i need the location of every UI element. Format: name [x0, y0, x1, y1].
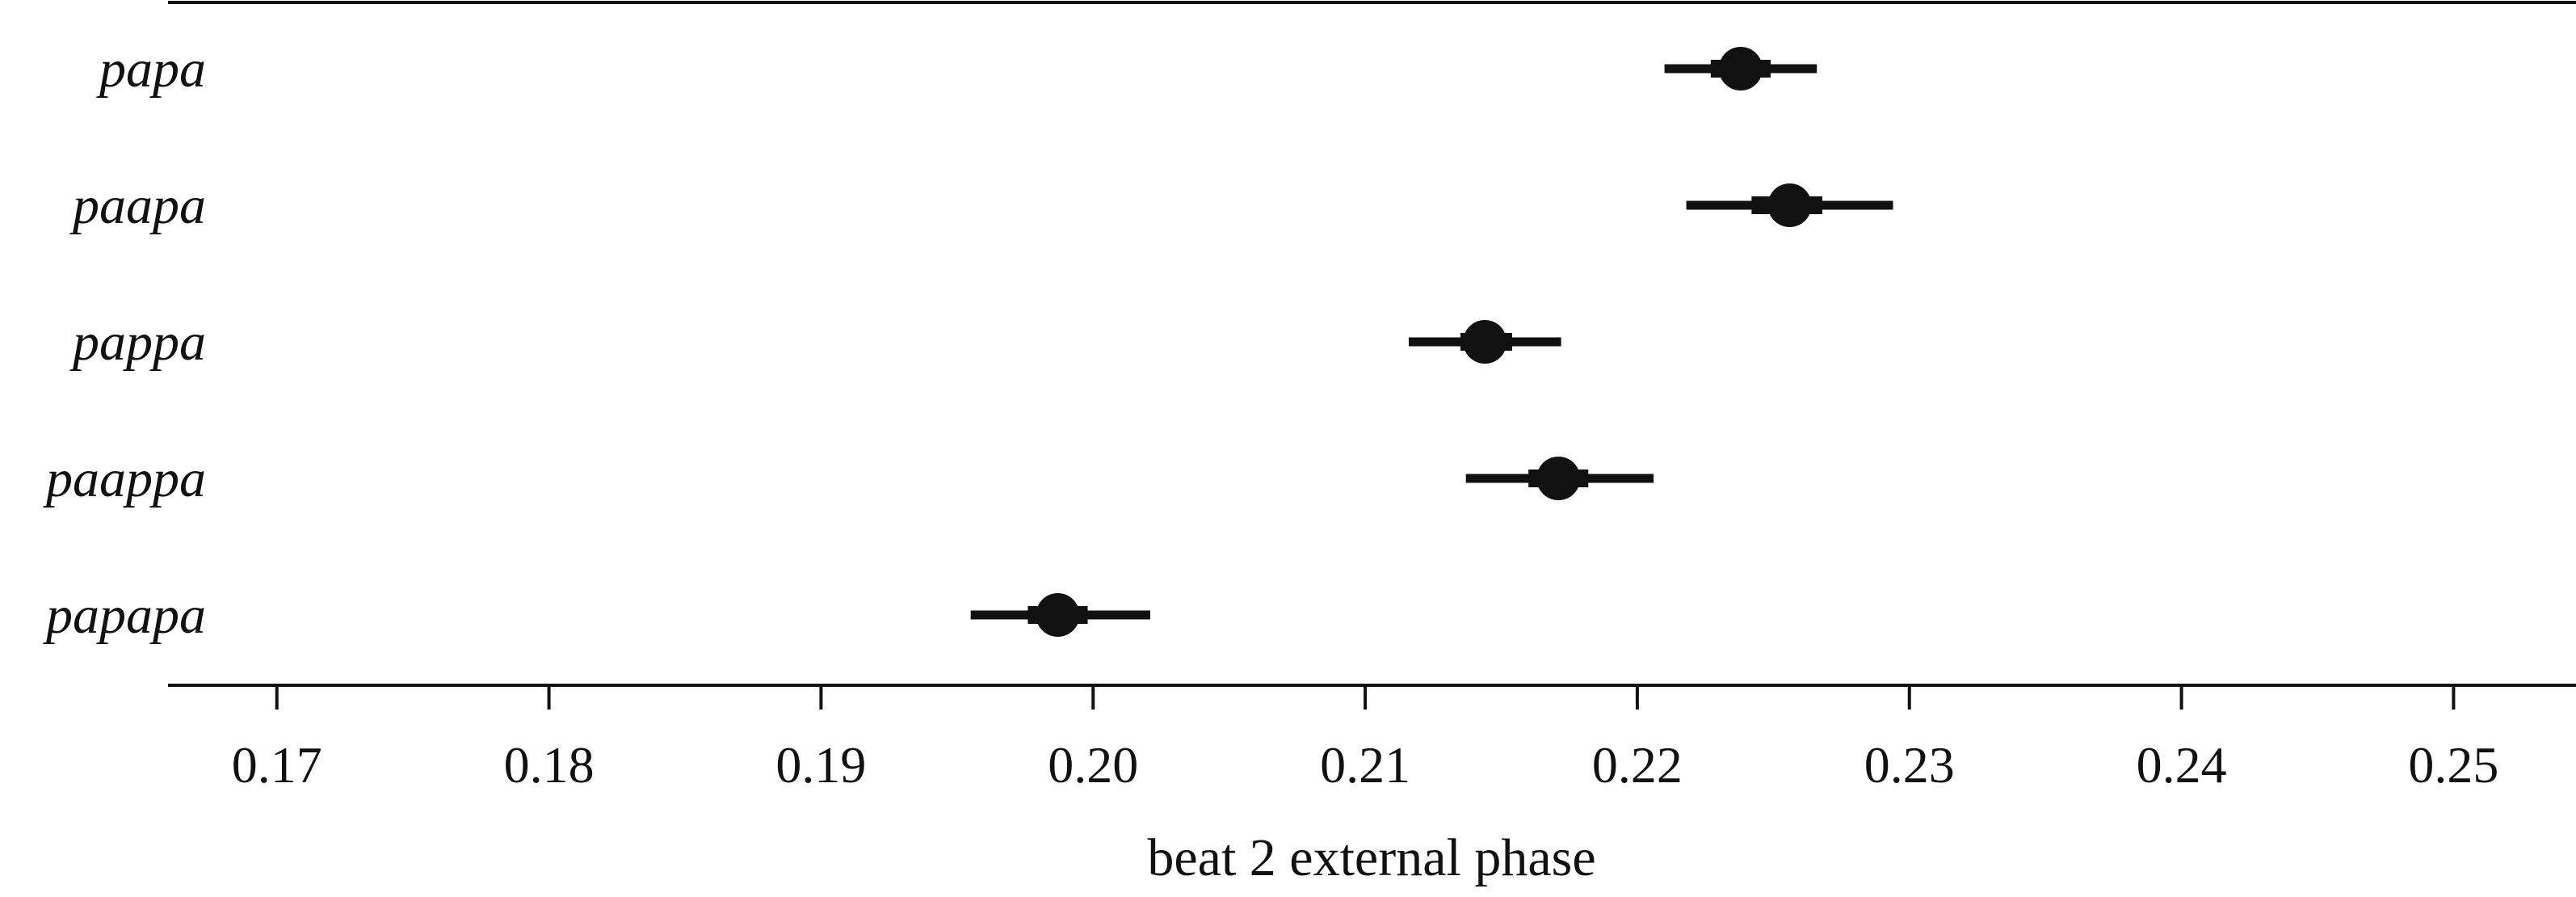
estimate-point	[1718, 47, 1763, 91]
estimate-point	[1463, 320, 1507, 364]
estimate-points	[1036, 47, 1812, 637]
x-tick-label: 0.23	[1864, 736, 1955, 794]
category-label: papapa	[43, 586, 206, 645]
category-labels: papa paapa pappa paappa papapa	[43, 40, 206, 645]
category-label: paapa	[69, 176, 206, 235]
x-tick-label: 0.24	[2137, 736, 2227, 794]
x-tick-label: 0.25	[2408, 736, 2498, 794]
x-tick-label: 0.19	[775, 736, 866, 794]
category-label: paappa	[43, 449, 206, 508]
x-tick-label: 0.17	[232, 736, 322, 794]
estimate-point	[1536, 457, 1581, 500]
x-tick-label: 0.22	[1592, 736, 1683, 794]
x-tick-label: 0.18	[504, 736, 595, 794]
x-axis-ticks	[275, 685, 2456, 710]
category-label: papa	[96, 40, 206, 99]
category-label: pappa	[69, 313, 206, 372]
estimate-point	[1036, 593, 1080, 637]
x-axis-tick-labels: 0.17 0.18 0.19 0.20 0.21 0.22 0.23 0.24 0.25	[232, 736, 2499, 794]
x-axis-title: beat 2 external phase	[1147, 828, 1595, 887]
estimate-point	[1767, 183, 1812, 227]
x-tick-label: 0.20	[1048, 736, 1138, 794]
x-tick-label: 0.21	[1320, 736, 1410, 794]
